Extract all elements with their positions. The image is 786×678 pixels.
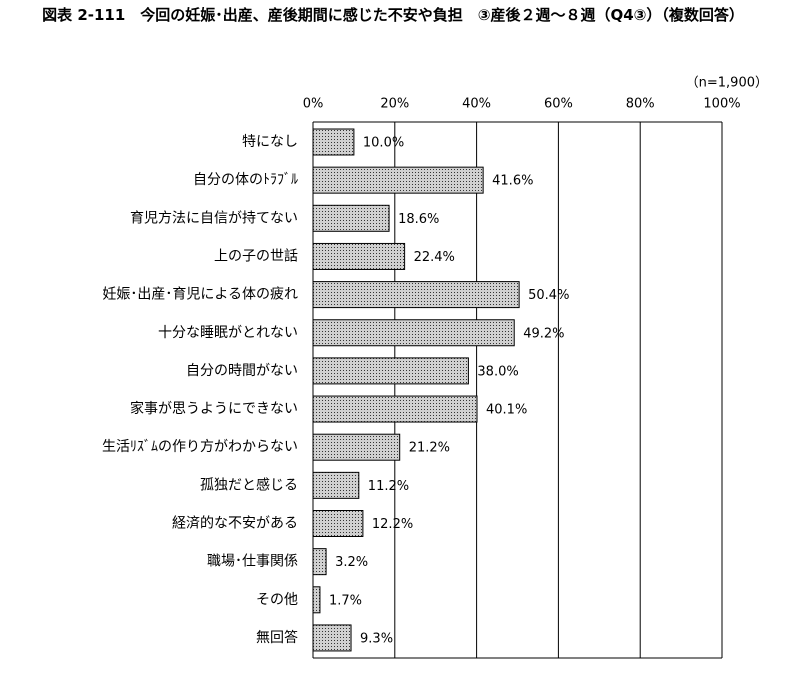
bar <box>312 204 390 232</box>
value-label: 12.2% <box>372 517 413 532</box>
bar <box>312 433 401 461</box>
chart-title: 図表 2-111 今回の妊娠･出産、産後期間に感じた不安や負担 ③産後２週～８週… <box>42 6 744 24</box>
value-label: 18.6% <box>398 212 439 227</box>
value-label: 3.2% <box>335 555 368 570</box>
x-tick-label: 80% <box>626 97 655 112</box>
bar <box>312 624 352 652</box>
value-label: 50.4% <box>528 288 569 303</box>
y-tick-label: 妊娠･出産･育児による体の疲れ <box>102 286 298 303</box>
bar <box>312 395 478 423</box>
value-label: 22.4% <box>414 250 455 265</box>
value-label: 49.2% <box>523 326 564 341</box>
value-label: 38.0% <box>477 364 518 379</box>
y-tick-label: 無回答 <box>256 629 298 646</box>
y-tick-label: 育児方法に自信が持てない <box>130 210 298 226</box>
x-tick-label: 0% <box>303 97 324 112</box>
x-tick-label: 20% <box>380 97 409 112</box>
bar <box>312 548 327 576</box>
bar <box>312 281 520 309</box>
y-tick-label: 特になし <box>242 134 298 150</box>
y-tick-label: 自分の時間がない <box>186 363 298 379</box>
x-tick-label: 60% <box>544 97 573 112</box>
sample-size-note: （n=1,900） <box>686 76 768 91</box>
value-label: 1.7% <box>329 593 362 608</box>
y-tick-label: 経済的な不安がある <box>172 516 298 532</box>
y-tick-label: 職場･仕事関係 <box>207 554 298 570</box>
y-tick-label: 孤独だと感じる <box>200 476 298 493</box>
value-label: 41.6% <box>492 174 533 189</box>
bar <box>312 319 515 347</box>
value-label: 9.3% <box>360 631 393 646</box>
y-tick-label: 生活ﾘｽﾞﾑの作り方がわからない <box>102 439 298 455</box>
x-tick-label: 100% <box>703 97 740 112</box>
value-label: 11.2% <box>368 479 409 494</box>
bar <box>312 242 406 270</box>
bar <box>312 510 364 537</box>
value-label: 21.2% <box>409 441 450 456</box>
value-label: 40.1% <box>486 403 527 418</box>
y-tick-label: 十分な睡眠がとれない <box>158 325 298 341</box>
y-tick-label: 上の子の世話 <box>214 247 298 264</box>
bar <box>312 586 321 614</box>
bar <box>312 128 355 156</box>
y-tick-label: 家事が思うようにできない <box>130 400 298 417</box>
y-tick-label: その他 <box>256 592 298 608</box>
bar <box>312 471 360 499</box>
y-tick-label: 自分の体のﾄﾗﾌﾞﾙ <box>193 172 298 188</box>
bar <box>312 357 469 385</box>
bar <box>312 166 484 194</box>
value-label: 10.0% <box>363 136 404 151</box>
x-tick-label: 40% <box>462 97 491 112</box>
